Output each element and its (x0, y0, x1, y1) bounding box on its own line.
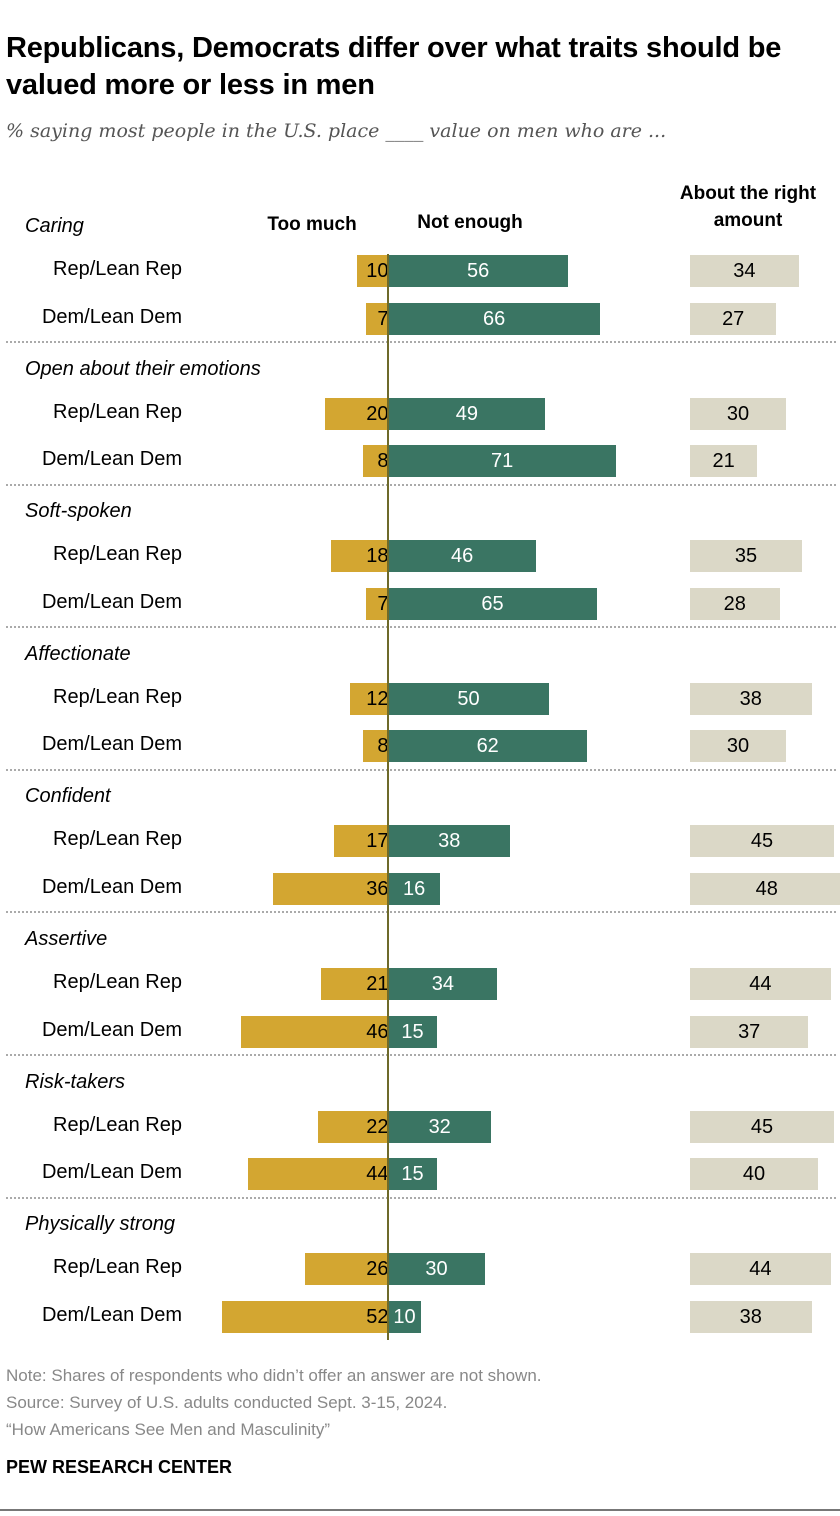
bar-right-amount: 45 (690, 825, 834, 858)
bar-not-enough: 15 (388, 1015, 437, 1048)
bar-right-amount: 38 (690, 682, 812, 715)
category-label: Assertive (25, 928, 108, 950)
bottom-rule (0, 1509, 840, 1511)
bar-right-amount: 38 (690, 1300, 812, 1333)
bar-not-enough: 46 (388, 540, 536, 573)
group-label: Dem/Lean Dem (41, 590, 182, 613)
bar-too-much: 20 (324, 397, 389, 430)
category-label: Confident (25, 785, 111, 808)
bar-not-enough: 56 (388, 255, 568, 287)
group-label: Rep/Lean Rep (53, 828, 182, 851)
bar-too-much: 18 (330, 540, 389, 573)
bar-too-much: 26 (305, 1253, 389, 1286)
bar-not-enough: 49 (388, 397, 546, 430)
category-separator (6, 1054, 836, 1056)
bar-not-enough: 62 (388, 730, 587, 763)
bar-too-much: 36 (273, 872, 389, 905)
bar-not-enough: 10 (388, 1300, 421, 1333)
bar-too-much: 8 (362, 445, 389, 478)
bar-not-enough: 30 (388, 1253, 485, 1286)
group-label: Rep/Lean Rep (53, 1113, 182, 1136)
group-label: Dem/Lean Dem (41, 875, 182, 898)
category-separator (6, 1196, 836, 1199)
group-label: Rep/Lean Rep (53, 1256, 182, 1279)
bar-not-enough: 16 (388, 872, 440, 905)
bar-not-enough: 34 (388, 968, 498, 1000)
bar-not-enough: 50 (388, 682, 549, 715)
bar-right-amount: 30 (690, 730, 786, 763)
group-label: Dem/Lean Dem (41, 733, 182, 756)
header-right-amount: About the right amount (679, 183, 817, 231)
header-too-much: Too much (267, 214, 357, 235)
bar-too-much: 21 (321, 968, 389, 1000)
bar-too-much: 12 (350, 682, 389, 715)
bar-too-much: 7 (366, 302, 389, 335)
bar-right-amount: 48 (690, 872, 840, 905)
zero-axis-line (387, 254, 389, 1340)
bar-right-amount: 21 (690, 445, 758, 478)
group-label: Rep/Lean Rep (53, 543, 182, 566)
bar-too-much: 17 (334, 825, 389, 858)
bar-right-amount: 35 (690, 540, 802, 573)
bar-too-much: 8 (362, 730, 389, 763)
bar-too-much: 22 (318, 1110, 389, 1143)
category-separator (6, 626, 836, 629)
group-label: Dem/Lean Dem (41, 1303, 182, 1326)
group-label: Dem/Lean Dem (41, 305, 182, 328)
group-label: Rep/Lean Rep (53, 258, 182, 280)
source-text: Source: Survey of U.S. adults conducted … (6, 1393, 448, 1412)
bar-right-amount: 44 (690, 968, 831, 1000)
bar-too-much: 46 (241, 1015, 389, 1048)
bar-too-much: 7 (366, 587, 389, 620)
bar-too-much: 10 (356, 255, 389, 287)
header-not-enough: Not enough (417, 212, 523, 233)
category-separator (6, 911, 836, 914)
category-label: Risk-takers (25, 1070, 126, 1093)
bar-right-amount: 37 (690, 1015, 809, 1048)
category-separator (6, 341, 836, 343)
bar-too-much: 52 (222, 1300, 389, 1333)
bar-right-amount: 45 (690, 1110, 834, 1143)
category-label: Caring (25, 215, 84, 237)
category-label: Soft-spoken (25, 500, 132, 523)
category-separator (6, 483, 836, 486)
bar-too-much: 44 (247, 1158, 389, 1191)
bar-not-enough: 32 (388, 1110, 491, 1143)
group-label: Rep/Lean Rep (53, 971, 182, 993)
report-title: “How Americans See Men and Masculinity” (6, 1420, 331, 1439)
bar-right-amount: 28 (690, 587, 780, 620)
bar-right-amount: 44 (690, 1253, 831, 1286)
group-label: Dem/Lean Dem (41, 448, 182, 471)
note-text: Note: Shares of respondents who didn’t o… (6, 1366, 542, 1385)
pew-logo: PEW RESEARCH CENTER (6, 1457, 233, 1477)
group-label: Rep/Lean Rep (53, 400, 182, 423)
bar-not-enough: 66 (388, 302, 600, 335)
category-separator (6, 768, 836, 771)
chart-title: Republicans, Democrats differ over what … (6, 32, 782, 101)
group-label: Dem/Lean Dem (41, 1018, 182, 1041)
bar-right-amount: 30 (690, 397, 786, 430)
category-label: Open about their emotions (25, 357, 261, 380)
bar-not-enough: 71 (388, 445, 616, 478)
category-label: Physically strong (25, 1213, 176, 1236)
group-label: Rep/Lean Rep (53, 685, 182, 708)
category-label: Affectionate (25, 642, 131, 665)
bar-right-amount: 40 (690, 1158, 818, 1191)
bar-right-amount: 34 (690, 255, 799, 287)
bar-right-amount: 27 (690, 302, 777, 335)
group-label: Dem/Lean Dem (41, 1161, 182, 1184)
bar-not-enough: 15 (388, 1158, 437, 1191)
chart-subtitle: % saying most people in the U.S. place _… (6, 120, 667, 142)
bar-not-enough: 38 (388, 825, 511, 858)
bar-not-enough: 65 (388, 587, 597, 620)
